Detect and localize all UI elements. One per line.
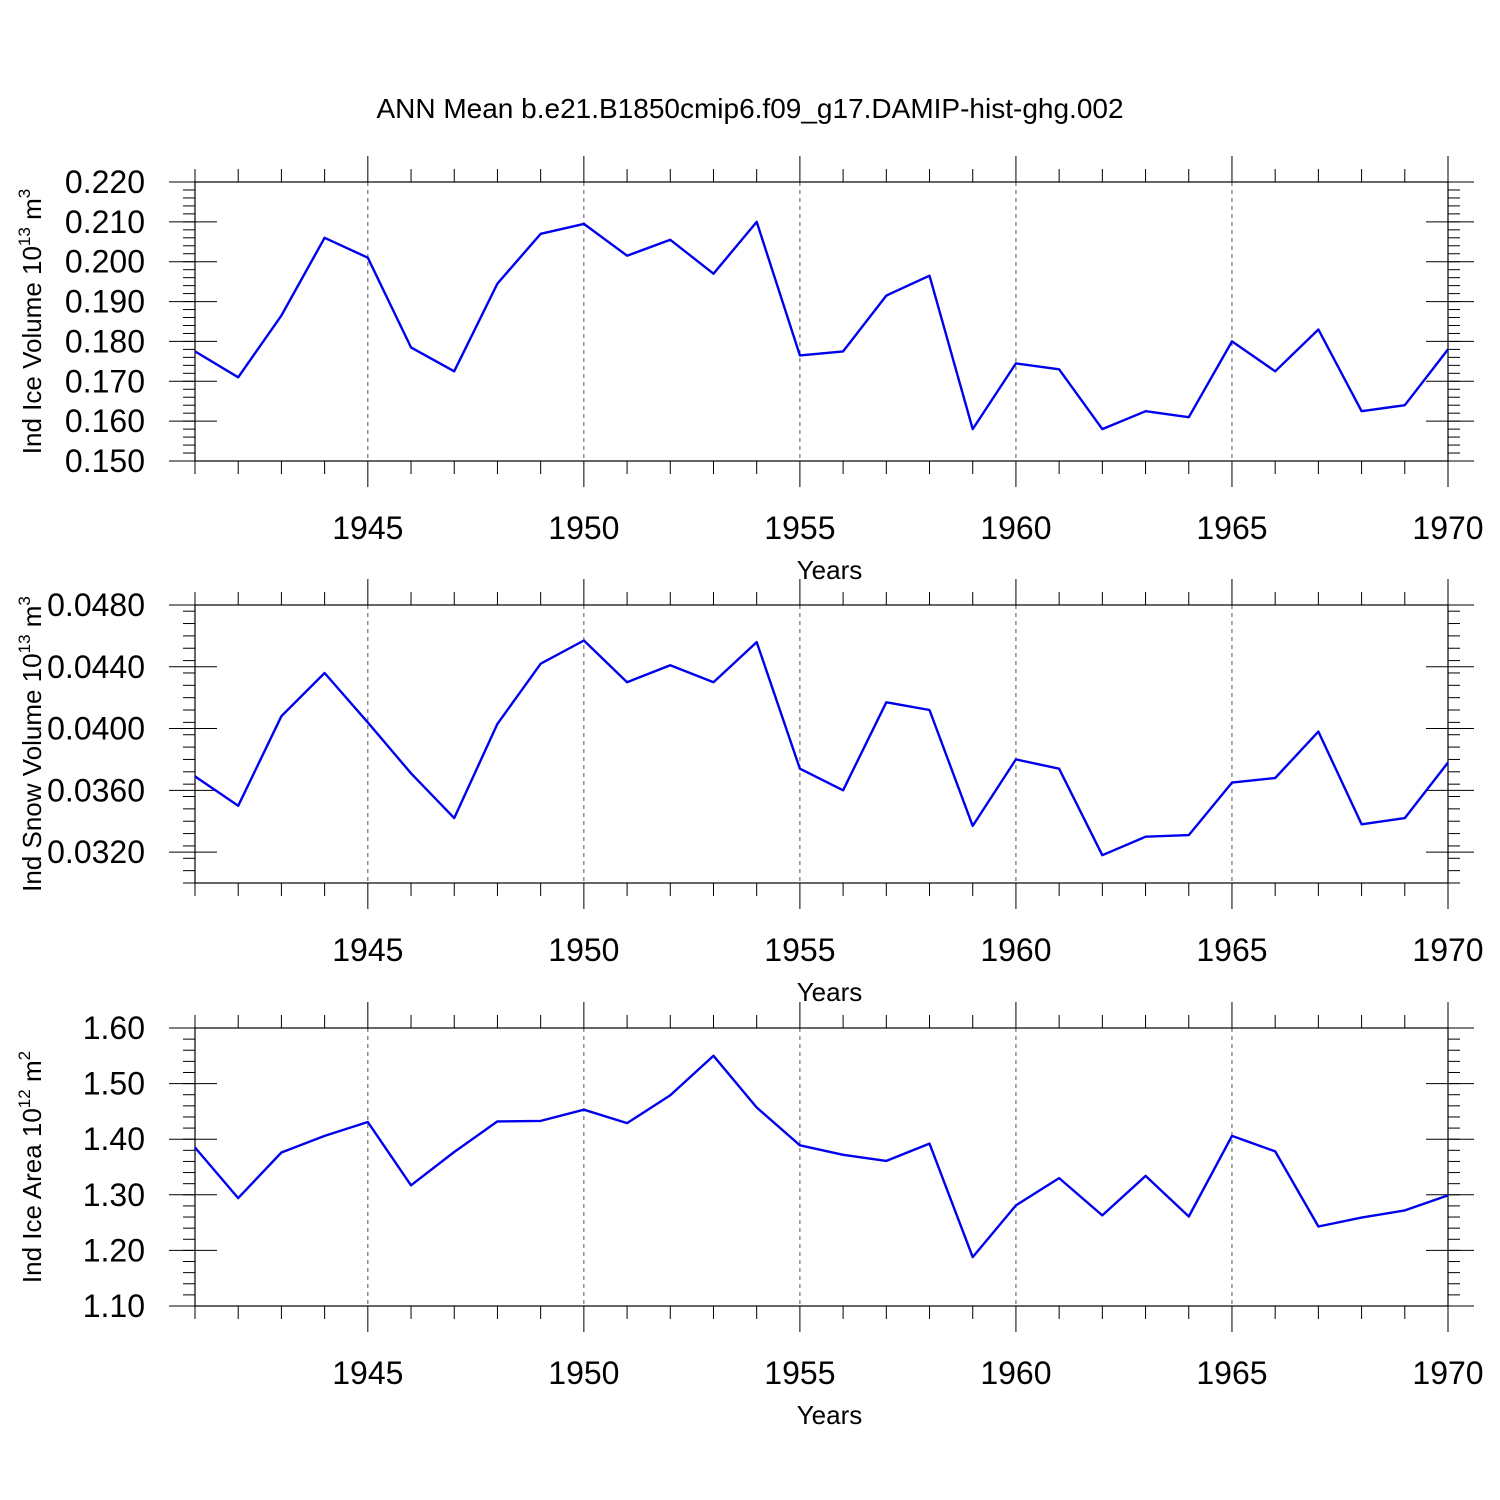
y-tick-label: 0.210 xyxy=(65,204,145,240)
x-tick-label: 1950 xyxy=(548,932,619,968)
x-tick-label: 1965 xyxy=(1196,510,1267,546)
y-tick-label: 0.0480 xyxy=(47,587,145,623)
panel-2: 0.0320 0.0360 0.0400 0.0440 0.0480 1945 1950 19… xyxy=(15,579,1484,1007)
x-tick-label: 1955 xyxy=(764,932,835,968)
y-tick-label: 0.220 xyxy=(65,164,145,200)
x-tick-label: 1960 xyxy=(980,1355,1051,1391)
x-tick-label: 1965 xyxy=(1196,932,1267,968)
y-tick-label: 0.170 xyxy=(65,363,145,399)
plot-frame xyxy=(194,181,1449,462)
x-tick-label: 1970 xyxy=(1412,510,1483,546)
x-tick-label: 1960 xyxy=(980,932,1051,968)
y-axis-label: Ind Ice Volume 1013 m3 xyxy=(15,189,47,454)
y-tick-label: 1.20 xyxy=(83,1232,145,1268)
x-tick-label: 1945 xyxy=(332,510,403,546)
y-tick-label: 1.50 xyxy=(83,1066,145,1102)
y-axis-label: Ind Ice Area 1012 m2 xyxy=(15,1051,47,1283)
x-axis-label: Years xyxy=(797,1400,863,1430)
x-tick-label: 1965 xyxy=(1196,1355,1267,1391)
x-tick-label: 1945 xyxy=(332,1355,403,1391)
panel-3: 1.10 1.20 1.30 1.40 1.50 1.60 1945 1950 1955 1960… xyxy=(15,1002,1484,1430)
y-tick-label: 0.150 xyxy=(65,443,145,479)
y-tick-label: 1.30 xyxy=(83,1177,145,1213)
y-tick-label: 0.200 xyxy=(65,244,145,280)
x-tick-label: 1950 xyxy=(548,510,619,546)
x-tick-label: 1945 xyxy=(332,932,403,968)
y-tick-label: 0.180 xyxy=(65,323,145,359)
x-tick-label: 1955 xyxy=(764,510,835,546)
y-axis-label: Ind Snow Volume 1013 m3 xyxy=(15,596,47,892)
x-tick-label: 1960 xyxy=(980,510,1051,546)
x-tick-label: 1955 xyxy=(764,1355,835,1391)
y-tick-label: 0.0440 xyxy=(47,649,145,685)
y-tick-label: 1.60 xyxy=(83,1010,145,1046)
x-tick-label: 1970 xyxy=(1412,1355,1483,1391)
y-tick-label: 0.160 xyxy=(65,403,145,439)
x-axis-label: Years xyxy=(797,977,863,1007)
y-tick-label: 0.0360 xyxy=(47,772,145,808)
y-tick-label: 1.40 xyxy=(83,1121,145,1157)
series-line-1 xyxy=(194,1054,1449,1259)
figure-title: ANN Mean b.e21.B1850cmip6.f09_g17.DAMIP-… xyxy=(376,93,1123,124)
plot-frame xyxy=(194,604,1449,884)
x-tick-label: 1950 xyxy=(548,1355,619,1391)
x-tick-label: 1970 xyxy=(1412,932,1483,968)
y-tick-label: 0.190 xyxy=(65,284,145,320)
y-tick-label: 0.0320 xyxy=(47,834,145,870)
series-line-1 xyxy=(194,220,1449,431)
y-tick-label: 1.10 xyxy=(83,1288,145,1324)
plot-frame xyxy=(194,1027,1449,1307)
series-line-1 xyxy=(194,639,1449,857)
y-tick-label: 0.0400 xyxy=(47,711,145,747)
x-axis-label: Years xyxy=(797,555,863,585)
